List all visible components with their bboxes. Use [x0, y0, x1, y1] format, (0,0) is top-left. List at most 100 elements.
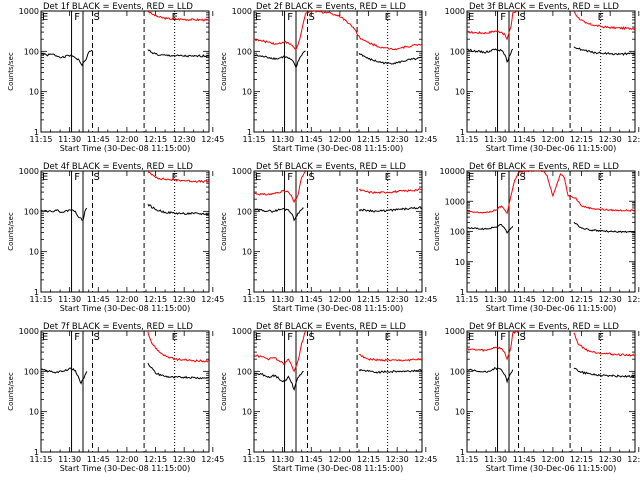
y-tick-label: 1000: [19, 327, 39, 336]
x-axis-label: Start Time (30-Dec-06 11:15:00): [486, 464, 617, 473]
marker-label-S: S: [520, 12, 526, 23]
marker-label-F: F: [74, 332, 80, 343]
x-tick-label: 12:00: [115, 135, 138, 144]
y-tick-label: 1: [247, 288, 252, 297]
panel-det-3: Det 3f BLACK = Events, RED = LLD 1 10 100 10…: [433, 2, 640, 153]
x-tick-label: 11:15: [242, 455, 265, 464]
y-tick-label: 10: [29, 408, 39, 417]
y-tick-label: 10: [242, 408, 252, 417]
y-tick-label: 1: [247, 128, 252, 137]
x-tick-label: 12:45: [414, 295, 437, 304]
x-tick-label: 12:15: [357, 455, 380, 464]
y-tick-label: 1: [34, 128, 39, 137]
x-axis-label: Start Time (30-Dec-08 11:15:00): [60, 144, 191, 153]
series-line-red: [254, 171, 422, 204]
y-axis-label: Counts/sec: [433, 52, 441, 91]
x-tick-label: 12:45: [201, 455, 224, 464]
marker-label-E-end: E: [598, 172, 604, 183]
marker-label-E-end: E: [385, 12, 391, 23]
x-axis-label: Start Time (30-Dec-08 11:15:00): [273, 464, 404, 473]
y-axis-label: Counts/sec: [433, 212, 441, 251]
x-tick-label: 12:45: [414, 455, 437, 464]
marker-label-F: F: [74, 12, 80, 23]
y-tick-label: 1000: [232, 327, 252, 336]
y-tick-label: 100: [450, 367, 465, 376]
y-tick-label: 1: [34, 448, 39, 457]
series-line-red: [147, 11, 209, 22]
marker-label-S: S: [94, 172, 100, 183]
x-tick-label: 12:00: [328, 295, 351, 304]
panel-title: Det 7f BLACK = Events, RED = LLD: [43, 322, 193, 332]
x-tick-label: 12:45: [201, 295, 224, 304]
x-tick-label: 11:30: [58, 295, 81, 304]
marker-label-S: S: [308, 332, 314, 343]
x-tick-label: 12:15: [144, 295, 167, 304]
y-tick-label: 1: [460, 128, 465, 137]
marker-label-S: S: [94, 12, 100, 23]
plot-frame: [466, 10, 636, 133]
panel-det-1: Det 1f BLACK = Events, RED = LLD 1 10 100 10…: [7, 2, 224, 153]
y-axis-label: Counts/sec: [433, 372, 441, 411]
x-axis-label: Start Time (30-Dec-06 11:15:00): [486, 144, 617, 153]
x-axis-label: Start Time (30-Dec-08 11:15:00): [273, 144, 404, 153]
marker-label-E: E: [42, 12, 48, 23]
panel-det-7: Det 7f BLACK = Events, RED = LLD 1 10 100 10…: [7, 322, 224, 473]
plot-frame: [466, 330, 636, 453]
y-axis-label: Counts/sec: [220, 372, 228, 411]
marker-label-F: F: [500, 172, 506, 183]
x-tick-label: 12:00: [541, 455, 564, 464]
x-tick-label: 11:30: [271, 295, 294, 304]
x-tick-label: 12:45: [414, 135, 437, 144]
series-line-red: [467, 11, 635, 41]
series-line-red: [254, 331, 422, 373]
x-tick-label: 12:45: [201, 135, 224, 144]
marker-label-F: F: [500, 332, 506, 343]
y-tick-label: 100: [24, 207, 39, 216]
panel-title: Det 4f BLACK = Events, RED = LLD: [43, 162, 193, 172]
y-tick-label: 100: [450, 47, 465, 56]
x-tick-label: 11:15: [242, 295, 265, 304]
x-tick-label: 11:30: [484, 455, 507, 464]
x-tick-label: 12:00: [541, 135, 564, 144]
y-tick-label: 1000: [232, 7, 252, 16]
x-tick-label: 11:45: [513, 135, 536, 144]
series-line-red: [147, 171, 209, 184]
y-tick-label: 10: [455, 408, 465, 417]
x-tick-label: 12:30: [173, 455, 196, 464]
marker-label-E: E: [255, 332, 261, 343]
x-tick-label: 11:15: [29, 295, 52, 304]
y-tick-label: 10: [242, 248, 252, 257]
marker-label-F: F: [287, 172, 293, 183]
plot-frame: [253, 170, 423, 293]
series-line-red: [147, 331, 209, 363]
x-tick-label: 11:45: [300, 295, 323, 304]
x-tick-label: 12:45: [627, 455, 640, 464]
y-tick-label: 1000: [445, 197, 465, 206]
panel-title: Det 9f BLACK = Events, RED = LLD: [469, 322, 619, 332]
x-tick-label: 11:45: [87, 295, 110, 304]
series-line-black: [41, 203, 209, 221]
series-line-black: [254, 206, 422, 222]
x-tick-label: 12:15: [357, 135, 380, 144]
plot-frame: [253, 10, 423, 133]
x-tick-label: 12:30: [599, 455, 622, 464]
marker-label-E: E: [255, 172, 261, 183]
marker-label-E: E: [468, 172, 474, 183]
x-tick-label: 11:15: [242, 135, 265, 144]
y-tick-label: 1: [34, 288, 39, 297]
x-tick-label: 12:00: [328, 135, 351, 144]
x-tick-label: 11:30: [58, 455, 81, 464]
series-line-red: [467, 171, 635, 215]
y-tick-label: 1000: [19, 7, 39, 16]
x-tick-label: 11:30: [271, 135, 294, 144]
x-tick-label: 12:15: [570, 135, 593, 144]
marker-label-E: E: [255, 12, 261, 23]
y-tick-label: 1000: [445, 7, 465, 16]
plot-frame: [40, 170, 210, 293]
y-axis-label: Counts/sec: [220, 212, 228, 251]
x-tick-label: 11:45: [87, 455, 110, 464]
x-tick-label: 12:30: [386, 295, 409, 304]
marker-label-S: S: [520, 172, 526, 183]
x-tick-label: 11:30: [58, 135, 81, 144]
